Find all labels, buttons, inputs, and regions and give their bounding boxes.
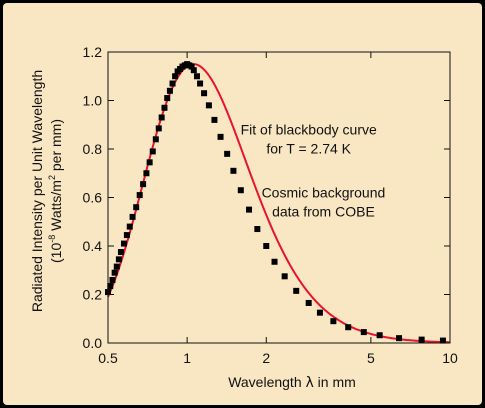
- data-point: [418, 336, 425, 343]
- data-point: [143, 170, 150, 177]
- data-point: [133, 204, 140, 211]
- data-point: [161, 104, 168, 111]
- data-point: [126, 223, 133, 230]
- x-tick-label: 2: [262, 350, 270, 366]
- y-tick-label: 0.6: [83, 190, 103, 206]
- data-point: [120, 240, 127, 247]
- data-point: [107, 283, 114, 290]
- x-axis-label: Wavelength λ in mm: [228, 374, 356, 391]
- points-layer: [105, 61, 446, 344]
- x-tick-label: 10: [442, 350, 458, 366]
- data-point: [230, 167, 237, 174]
- y-tick-label: 1.2: [83, 44, 103, 60]
- data-point: [217, 133, 224, 140]
- data-point: [166, 87, 173, 94]
- data-point: [316, 309, 323, 316]
- data-point: [164, 95, 171, 102]
- y-tick-label: 0.2: [83, 287, 103, 303]
- data-point: [263, 243, 270, 249]
- data-point: [146, 159, 153, 166]
- data-point: [172, 73, 179, 80]
- data-point: [205, 102, 212, 109]
- data-point: [111, 269, 118, 276]
- data-point: [254, 226, 261, 233]
- data-point: [136, 192, 143, 199]
- data-point: [115, 256, 122, 263]
- data-point: [224, 150, 231, 157]
- data-point: [237, 187, 244, 194]
- data-point: [305, 299, 312, 306]
- data-point: [155, 125, 162, 132]
- y-tick-label: 1.0: [83, 93, 103, 109]
- blackbody-chart: 0.5 1 2 5 10 0.0 0.2 0.4 0.6 0.8 1.0 1.2 Fit of bl…: [29, 44, 458, 391]
- x-tick-label: 0.5: [98, 350, 118, 366]
- data-point: [152, 136, 159, 143]
- data-point: [190, 67, 197, 74]
- data-point: [188, 63, 195, 70]
- x-tick-label: 5: [367, 350, 375, 366]
- data-point: [439, 337, 446, 344]
- y-tick-label: 0.0: [83, 335, 103, 351]
- data-point: [271, 258, 278, 265]
- y-axis-label-line2: (10-8 Watts/m2 per mm): [47, 119, 64, 263]
- data-point: [396, 335, 403, 342]
- data-point: [109, 276, 116, 283]
- data-point: [201, 90, 208, 97]
- data-point: [376, 332, 383, 339]
- x-tick-label: 1: [183, 350, 191, 366]
- data-point: [281, 273, 288, 280]
- fit-annotation: Fit of blackbody curve for T = 2.74 K: [241, 121, 377, 156]
- y-axis-ticks: 0.0 0.2 0.4 0.6 0.8 1.0 1.2: [83, 44, 450, 351]
- chart-panel: 0.5 1 2 5 10 0.0 0.2 0.4 0.6 0.8 1.0 1.2 Fit of bl…: [3, 3, 482, 405]
- data-point: [330, 318, 337, 325]
- data-point: [193, 73, 200, 80]
- data-point: [117, 249, 124, 256]
- y-tick-label: 0.4: [83, 238, 103, 254]
- data-point: [293, 287, 300, 294]
- data-point: [197, 80, 204, 87]
- annotations: Fit of blackbody curve for T = 2.74 K Cosm…: [241, 121, 386, 219]
- data-point: [246, 206, 253, 213]
- data-point: [211, 116, 218, 123]
- data-point: [129, 213, 136, 220]
- y-tick-label: 0.8: [83, 141, 103, 157]
- data-annotation: Cosmic background data from COBE: [262, 185, 386, 220]
- data-point: [149, 148, 156, 155]
- data-point: [360, 329, 367, 336]
- data-point: [169, 80, 176, 87]
- data-point: [140, 181, 147, 188]
- data-point: [123, 232, 130, 239]
- data-point: [158, 114, 165, 121]
- data-point: [113, 263, 120, 270]
- data-point: [345, 324, 352, 331]
- y-axis-label-line1: Radiated Intensity per Unit Wavelength: [29, 70, 45, 312]
- x-axis-ticks: 0.5 1 2 5 10: [98, 52, 458, 366]
